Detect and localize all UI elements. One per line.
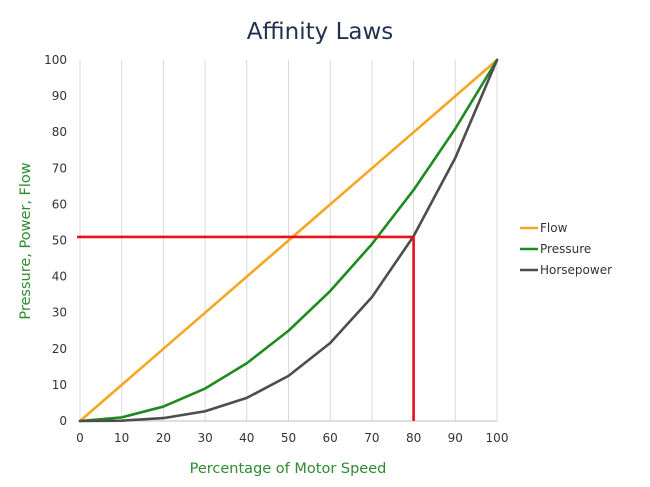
y-tick-label: 40 [52, 270, 67, 284]
y-axis-title: Pressure, Power, Flow [18, 162, 34, 319]
legend: Flow Pressure Horsepower [520, 221, 612, 277]
y-tick-label: 70 [52, 161, 67, 175]
y-tick-label: 30 [52, 306, 67, 320]
legend-label-horsepower: Horsepower [540, 263, 612, 277]
x-tick-label: 10 [114, 431, 129, 445]
x-tick-label: 80 [406, 431, 421, 445]
y-tick-label: 10 [52, 378, 67, 392]
reference-lines [77, 235, 415, 421]
legend-label-flow: Flow [540, 221, 568, 235]
y-tick-label: 0 [59, 414, 67, 428]
chart-title: Affinity Laws [247, 19, 394, 45]
series-lines [78, 58, 499, 423]
y-tick-label: 80 [52, 125, 67, 139]
series-line-horsepower [78, 58, 499, 423]
axes: 0 10 20 30 40 50 60 70 80 90 100 0 10 20 30 40 50 60 70 80 9… [44, 53, 508, 445]
x-tick-label: 40 [239, 431, 254, 445]
y-tick-label: 50 [52, 234, 67, 248]
y-tick-label: 60 [52, 197, 67, 211]
x-tick-label: 30 [197, 431, 212, 445]
x-axis-title: Percentage of Motor Speed [190, 461, 387, 477]
y-tick-label: 100 [44, 53, 67, 67]
series-line-pressure [78, 58, 499, 423]
y-tick-label: 20 [52, 342, 67, 356]
series-line-flow [78, 58, 499, 423]
x-tick-label: 90 [448, 431, 463, 445]
x-tick-label: 0 [76, 431, 84, 445]
x-tick-label: 50 [281, 431, 296, 445]
legend-label-pressure: Pressure [540, 242, 591, 256]
x-tick-label: 60 [323, 431, 338, 445]
x-tick-label: 20 [156, 431, 171, 445]
x-tick-label: 70 [364, 431, 379, 445]
y-tick-label: 90 [52, 89, 67, 103]
x-tick-label: 100 [486, 431, 509, 445]
